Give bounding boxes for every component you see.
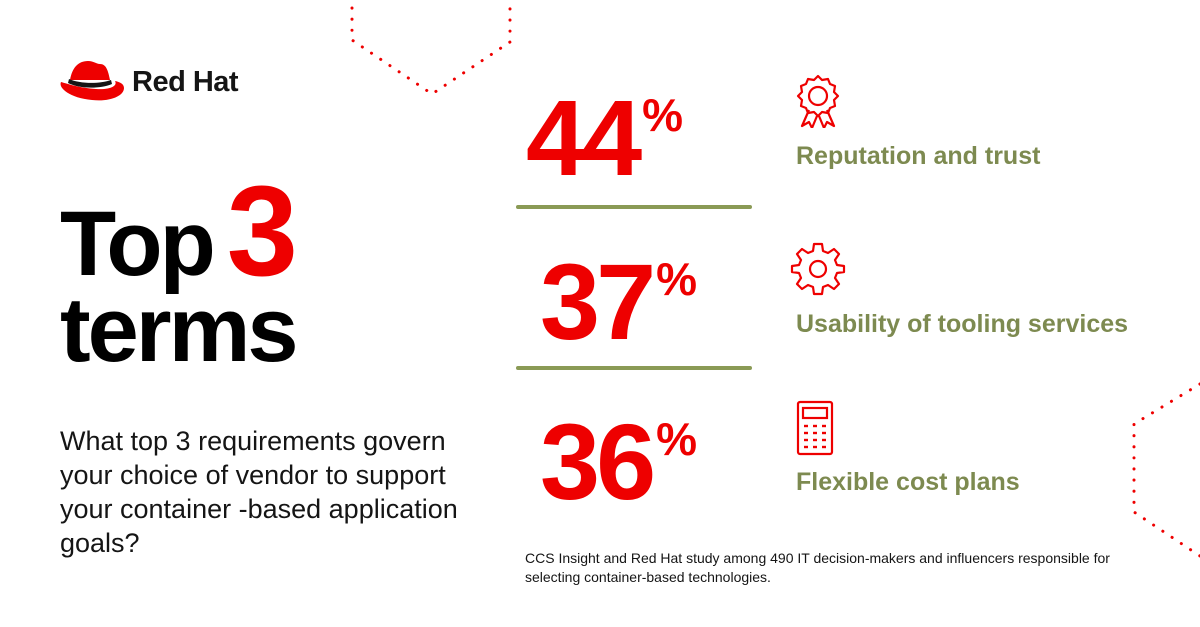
stat-3-value: 36% xyxy=(540,408,697,516)
footnote: CCS Insight and Red Hat study among 490 … xyxy=(525,550,1110,585)
headline-number: 3 xyxy=(226,160,298,303)
red-hat-logo: Red Hat xyxy=(58,58,278,108)
headline-word-top: Top xyxy=(60,193,216,295)
stat-3-label: Flexible cost plans xyxy=(796,468,1020,496)
stat-1-label: Reputation and trust xyxy=(796,142,1041,170)
award-ribbon-icon xyxy=(790,72,846,130)
stat-3-unit: % xyxy=(656,413,698,465)
stat-1-number: 44 xyxy=(526,77,642,198)
stat-2-label: Usability of tooling services xyxy=(796,310,1129,338)
stat-2-value: 37% xyxy=(540,248,697,356)
gear-icon xyxy=(790,240,846,296)
headline-line-1: Top 3 xyxy=(60,158,298,303)
stat-1-value: 44% xyxy=(526,84,683,192)
stat-2-number: 37 xyxy=(540,241,656,362)
divider-1 xyxy=(516,205,752,209)
red-hat-fedora-icon xyxy=(60,61,124,101)
divider-2 xyxy=(516,366,752,370)
stat-1-unit: % xyxy=(642,89,684,141)
headline-line-2: terms xyxy=(60,279,299,381)
brand-name: Red Hat xyxy=(132,66,239,98)
calculator-icon xyxy=(790,400,846,456)
stat-3-number: 36 xyxy=(540,401,656,522)
stat-2-unit: % xyxy=(656,253,698,305)
survey-question: What top 3 requirements govern your choi… xyxy=(60,426,458,558)
